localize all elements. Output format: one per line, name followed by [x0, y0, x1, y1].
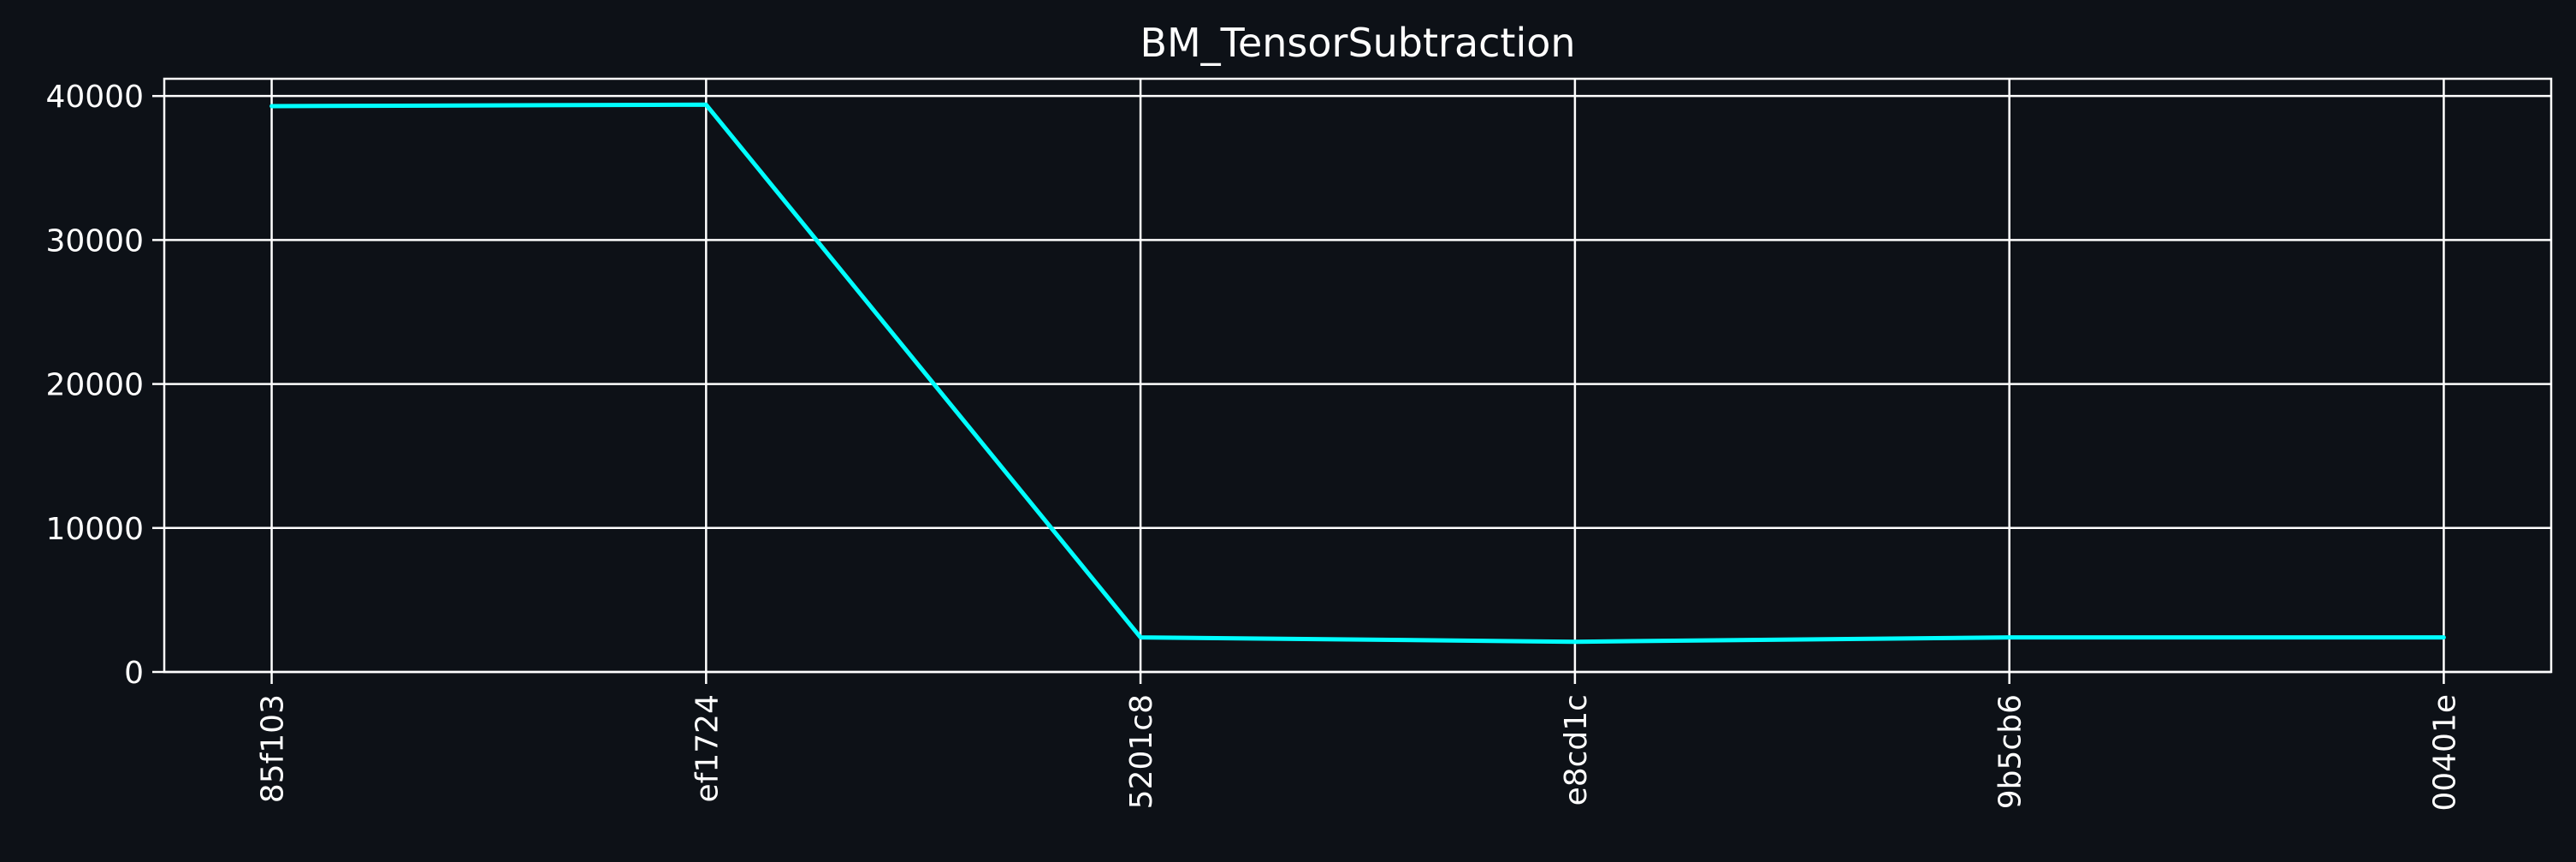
y-tick-label: 30000 [45, 223, 144, 259]
x-tick-label: 9b5cb6 [1993, 694, 2028, 809]
y-tick-label: 0 [124, 656, 144, 691]
x-tick-label: 00401e [2427, 694, 2462, 811]
x-tick-label: ef1724 [690, 694, 725, 802]
chart-title: BM_TensorSubtraction [1140, 20, 1575, 66]
y-tick-label: 20000 [45, 368, 144, 403]
x-tick-label: 5201c8 [1124, 694, 1159, 809]
y-tick-label: 10000 [45, 512, 144, 547]
x-tick-label: e8cd1c [1559, 694, 1594, 806]
x-tick-label: 85f103 [256, 694, 291, 803]
y-tick-label: 40000 [45, 80, 144, 115]
